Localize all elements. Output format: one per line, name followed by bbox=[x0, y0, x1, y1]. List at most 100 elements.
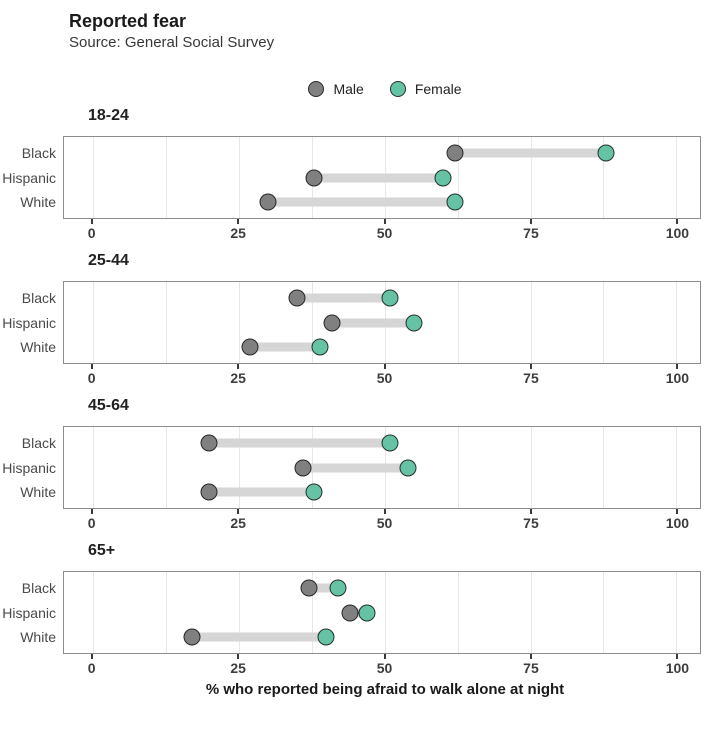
axis-tick bbox=[529, 654, 532, 659]
axis-tick bbox=[383, 364, 386, 369]
female-dot bbox=[597, 144, 615, 162]
axis-tick bbox=[237, 364, 240, 369]
female-dot bbox=[446, 193, 464, 211]
category-label: White bbox=[20, 629, 56, 646]
category-label: Black bbox=[21, 144, 56, 161]
plot-panel bbox=[63, 571, 701, 654]
axis-tick bbox=[90, 509, 93, 514]
male-dot bbox=[200, 483, 218, 501]
male-dot bbox=[200, 434, 218, 452]
female-dot bbox=[381, 434, 399, 452]
axis-spacer bbox=[0, 219, 63, 243]
dumbbell-connector bbox=[308, 583, 338, 593]
dumbbell-connector bbox=[296, 293, 391, 303]
male-dot bbox=[288, 289, 306, 307]
axis-spacer bbox=[0, 654, 63, 678]
legend-label-male: Male bbox=[333, 81, 364, 97]
gridline bbox=[676, 137, 678, 218]
gridline bbox=[530, 572, 532, 653]
y-axis-labels: Black Hispanic White bbox=[0, 281, 63, 364]
female-dot bbox=[311, 338, 329, 356]
category-label: Hispanic bbox=[2, 604, 56, 621]
gridline bbox=[165, 572, 167, 653]
facet-body: Black Hispanic White bbox=[0, 281, 714, 364]
male-dot bbox=[446, 144, 464, 162]
axis-area: 0 25 50 75 100 bbox=[63, 219, 701, 243]
axis-tick bbox=[529, 364, 532, 369]
axis-tick-label: 25 bbox=[230, 370, 246, 386]
chart-header: Reported fear Source: General Social Sur… bbox=[69, 10, 714, 53]
male-dot bbox=[241, 338, 259, 356]
gridline bbox=[92, 282, 94, 363]
axis-tick bbox=[676, 364, 679, 369]
axis-tick-label: 75 bbox=[523, 515, 539, 531]
axis-area: 0 25 50 75 100 bbox=[63, 509, 701, 533]
facet-body: Black Hispanic White bbox=[0, 426, 714, 509]
axis-tick bbox=[90, 219, 93, 224]
y-axis-labels: Black Hispanic White bbox=[0, 426, 63, 509]
axis-tick-label: 25 bbox=[230, 225, 246, 241]
axis-tick bbox=[676, 219, 679, 224]
category-label: White bbox=[20, 194, 56, 211]
gridline bbox=[603, 572, 605, 653]
gridline bbox=[238, 427, 240, 508]
gridline bbox=[311, 572, 313, 653]
axis-tick bbox=[237, 509, 240, 514]
x-axis: 0 25 50 75 100 bbox=[0, 654, 714, 678]
axis-tick-label: 25 bbox=[230, 660, 246, 676]
facet-title: 45-64 bbox=[88, 397, 129, 414]
gridline bbox=[457, 427, 459, 508]
axis-spacer bbox=[0, 509, 63, 533]
chart-title: Reported fear bbox=[69, 11, 187, 31]
gridline bbox=[603, 282, 605, 363]
x-axis-title: % who reported being afraid to walk alon… bbox=[205, 681, 565, 698]
gridline bbox=[238, 282, 240, 363]
female-dot bbox=[317, 628, 335, 646]
gridline bbox=[92, 427, 94, 508]
dumbbell-connector bbox=[250, 342, 321, 352]
female-dot bbox=[381, 289, 399, 307]
gridline bbox=[676, 572, 678, 653]
axis-tick bbox=[529, 219, 532, 224]
axis-tick bbox=[529, 509, 532, 514]
male-dot bbox=[294, 459, 312, 476]
axis-tick-label: 75 bbox=[523, 370, 539, 386]
female-dot bbox=[305, 483, 323, 501]
axis-tick bbox=[383, 509, 386, 514]
gridline bbox=[676, 282, 678, 363]
axis-area: 0 25 50 75 100 bbox=[63, 654, 701, 678]
gridline bbox=[311, 282, 313, 363]
female-swatch-icon bbox=[389, 81, 406, 97]
gridline bbox=[165, 137, 167, 218]
category-label: White bbox=[20, 484, 56, 501]
female-dot bbox=[399, 459, 417, 476]
legend-item-female: Female bbox=[389, 81, 462, 97]
facet-25-44: 25-44 Black Hispanic White 0 25 50 75 100 bbox=[0, 251, 714, 388]
female-dot bbox=[329, 579, 347, 597]
gridline bbox=[457, 137, 459, 218]
axis-tick-label: 50 bbox=[376, 660, 393, 676]
y-axis-labels: Black Hispanic White bbox=[0, 136, 63, 219]
x-axis: 0 25 50 75 100 bbox=[0, 509, 714, 533]
axis-tick-label: 50 bbox=[376, 370, 393, 386]
gridline bbox=[603, 427, 605, 508]
axis-tick bbox=[237, 219, 240, 224]
gridline bbox=[603, 137, 605, 218]
gridline bbox=[92, 137, 94, 218]
axis-tick bbox=[676, 509, 679, 514]
dumbbell-connector bbox=[209, 487, 315, 497]
male-dot bbox=[300, 579, 318, 597]
axis-tick-label: 75 bbox=[523, 660, 539, 676]
gridline bbox=[165, 427, 167, 508]
category-label: White bbox=[20, 339, 56, 356]
y-axis-labels: Black Hispanic White bbox=[0, 571, 63, 654]
category-label: Hispanic bbox=[2, 459, 56, 476]
axis-tick bbox=[90, 364, 93, 369]
category-label: Black bbox=[21, 434, 56, 451]
axis-tick-label: 0 bbox=[87, 370, 96, 386]
axis-tick-label: 100 bbox=[665, 225, 690, 241]
female-dot bbox=[434, 169, 452, 186]
dumbbell-connector bbox=[191, 632, 327, 642]
axis-tick bbox=[676, 654, 679, 659]
facet-45-64: 45-64 Black Hispanic White 0 25 50 75 100 bbox=[0, 396, 714, 533]
